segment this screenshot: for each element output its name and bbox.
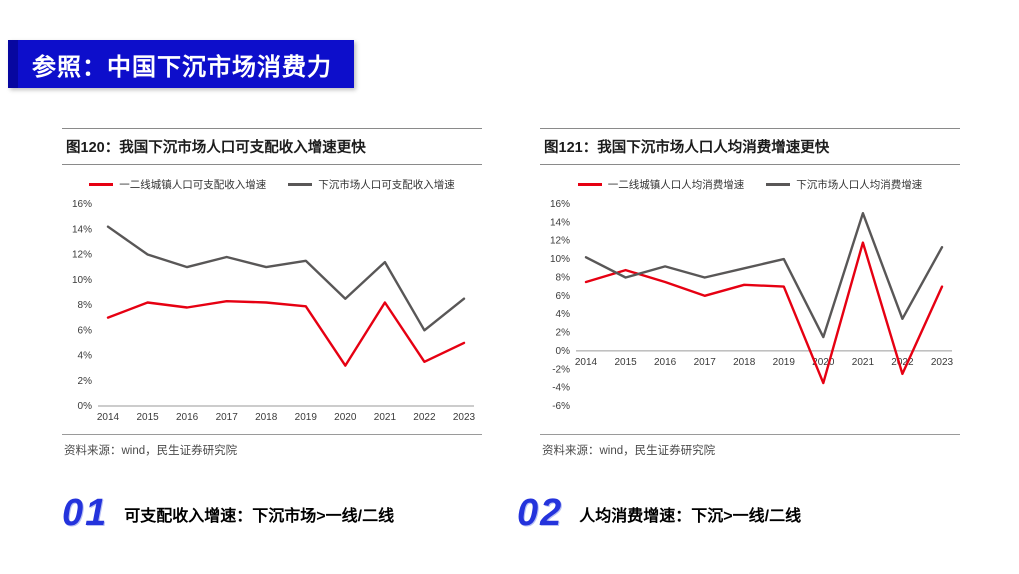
svg-text:2022: 2022	[413, 412, 436, 423]
svg-text:4%: 4%	[78, 351, 93, 362]
note-2-number: 02	[517, 492, 564, 534]
legend-item: 一二线城镇人口可支配收入增速	[89, 177, 266, 192]
svg-text:4%: 4%	[556, 309, 571, 320]
svg-text:6%: 6%	[556, 291, 571, 302]
line-chart-figure-121: -6% -4% -2% 0% 2% 4% 6% 8% 10% 12% 14% 16% 2014 2015 2…	[550, 199, 954, 412]
legend-label: 下沉市场人口人均消费增速	[796, 179, 923, 191]
legend-label: 一二线城镇人口人均消费增速	[607, 179, 745, 191]
note-2-text: 人均消费增速：下沉>一线/二线	[579, 507, 802, 525]
legend-label: 一二线城镇人口可支配收入增速	[119, 179, 267, 191]
svg-text:2021: 2021	[374, 412, 397, 423]
svg-text:10%: 10%	[72, 275, 92, 286]
svg-text:14%: 14%	[550, 217, 570, 228]
charts-row: 图120：我国下沉市场人口可支配收入增速更快 一二线城镇人口可支配收入增速 下沉…	[62, 128, 960, 458]
line-chart-figure-120: 0% 2% 4% 6% 8% 10% 12% 14% 16% 2014 2015 2016 2017 20…	[72, 199, 476, 423]
svg-text:8%: 8%	[78, 300, 93, 311]
svg-text:16%: 16%	[550, 199, 570, 210]
svg-text:2019: 2019	[773, 357, 796, 368]
note-1-text: 可支配收入增速：下沉市场>一线/二线	[124, 507, 395, 525]
svg-text:2016: 2016	[176, 412, 199, 423]
svg-text:-4%: -4%	[552, 383, 570, 394]
svg-text:14%: 14%	[72, 224, 92, 235]
legend-line-swatch	[766, 183, 791, 186]
svg-text:12%: 12%	[72, 250, 92, 261]
figure-121-title: 图121：我国下沉市场人口人均消费增速更快	[540, 128, 960, 165]
svg-text:2017: 2017	[216, 412, 239, 423]
svg-text:-2%: -2%	[552, 364, 570, 375]
legend-line-swatch	[288, 183, 313, 186]
svg-text:12%: 12%	[550, 236, 570, 247]
svg-text:2023: 2023	[931, 357, 954, 368]
figure-120-card: 图120：我国下沉市场人口可支配收入增速更快 一二线城镇人口可支配收入增速 下沉…	[62, 128, 482, 458]
svg-text:2020: 2020	[812, 357, 835, 368]
slide-title: 参照：中国下沉市场消费力	[32, 53, 332, 81]
svg-text:2018: 2018	[255, 412, 278, 423]
svg-text:-6%: -6%	[552, 401, 570, 412]
note-2: 02 人均消费增速：下沉>一线/二线	[517, 492, 972, 535]
svg-text:0%: 0%	[556, 346, 571, 357]
figure-120-source: 资料来源：wind，民生证券研究院	[62, 434, 482, 458]
legend-item: 一二线城镇人口人均消费增速	[577, 177, 745, 192]
svg-text:2022: 2022	[891, 357, 914, 368]
legend-item: 下沉市场人口可支配收入增速	[288, 177, 455, 192]
svg-text:2015: 2015	[136, 412, 159, 423]
svg-text:2019: 2019	[295, 412, 318, 423]
note-1: 01 可支配收入增速：下沉市场>一线/二线	[62, 492, 517, 535]
svg-text:2%: 2%	[556, 328, 571, 339]
figure-121-source: 资料来源：wind，民生证券研究院	[540, 434, 960, 458]
legend-line-swatch	[577, 183, 602, 186]
svg-text:2017: 2017	[694, 357, 717, 368]
svg-text:2023: 2023	[453, 412, 476, 423]
svg-text:2021: 2021	[852, 357, 875, 368]
svg-text:2018: 2018	[733, 357, 756, 368]
figure-121-card: 图121：我国下沉市场人口人均消费增速更快 一二线城镇人口人均消费增速 下沉市场…	[540, 128, 960, 458]
legend-item: 下沉市场人口人均消费增速	[766, 177, 922, 192]
figure-120-title: 图120：我国下沉市场人口可支配收入增速更快	[62, 128, 482, 165]
svg-text:8%: 8%	[556, 273, 571, 284]
figure-120-legend: 一二线城镇人口可支配收入增速 下沉市场人口可支配收入增速	[62, 165, 482, 194]
svg-text:6%: 6%	[78, 325, 93, 336]
svg-text:2015: 2015	[614, 357, 637, 368]
svg-text:2%: 2%	[78, 376, 93, 387]
figure-121-legend: 一二线城镇人口人均消费增速 下沉市场人口人均消费增速	[540, 165, 960, 194]
svg-text:2016: 2016	[654, 357, 677, 368]
svg-text:2014: 2014	[575, 357, 598, 368]
svg-text:2014: 2014	[97, 412, 120, 423]
notes-row: 01 可支配收入增速：下沉市场>一线/二线 02 人均消费增速：下沉>一线/二线	[62, 492, 972, 535]
svg-text:16%: 16%	[72, 199, 92, 210]
slide-title-banner: 参照：中国下沉市场消费力	[8, 40, 354, 88]
svg-text:10%: 10%	[550, 254, 570, 265]
svg-text:0%: 0%	[78, 401, 93, 412]
note-1-number: 01	[62, 492, 109, 534]
legend-line-swatch	[89, 183, 114, 186]
legend-label: 下沉市场人口可支配收入增速	[318, 179, 455, 191]
svg-text:2020: 2020	[334, 412, 357, 423]
